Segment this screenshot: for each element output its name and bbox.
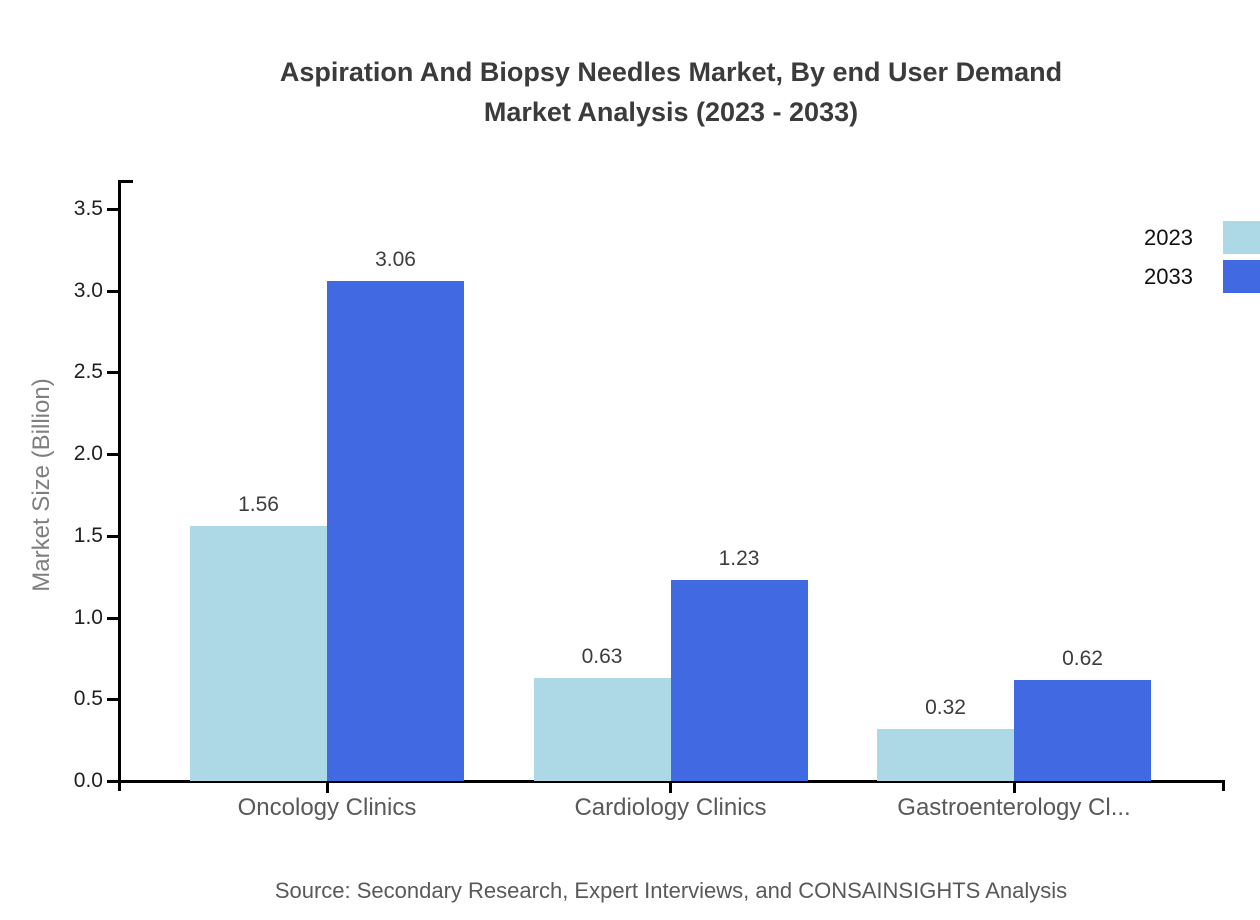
y-tick	[107, 289, 119, 293]
chart-title-line-2: Market Analysis (2023 - 2033)	[483, 97, 859, 127]
y-tick	[107, 208, 119, 211]
x-category-label: Cardiology Clinics	[574, 794, 767, 821]
bar-2023-1	[533, 678, 671, 781]
legend-swatch-2033	[1223, 260, 1260, 293]
y-tick	[107, 780, 119, 783]
bar-value-label: 1.23	[718, 546, 760, 570]
x-tick	[1012, 783, 1016, 793]
legend-label-2023: 2023	[1144, 225, 1193, 250]
x-tick	[325, 783, 329, 793]
y-axis-spine	[118, 180, 121, 791]
chart-title-line-1: Aspiration And Biopsy Needles Market, By…	[279, 57, 1063, 87]
bar-value-label: 1.56	[238, 493, 279, 517]
bar-value-label: 0.62	[1062, 646, 1103, 670]
x-tick	[669, 783, 672, 793]
bar-value-label: 0.32	[925, 695, 966, 719]
y-axis-title: Market Size (Billion)	[28, 378, 55, 592]
bar-value-label: 0.63	[581, 645, 623, 669]
x-axis-spine	[118, 780, 1225, 783]
y-tick-label: 3.5	[73, 197, 103, 220]
chart-title: Aspiration And Biopsy Needles Market, By…	[79, 52, 1260, 132]
bar-value-label: 3.06	[375, 247, 416, 271]
x-category-label: Oncology Clinics	[237, 794, 417, 821]
y-tick	[107, 453, 119, 457]
bar-2023-0	[190, 526, 327, 781]
x-axis-end-tick	[1222, 780, 1225, 791]
y-tick-label: 2.0	[73, 442, 103, 466]
legend-label-2033: 2033	[1144, 264, 1193, 289]
legend-swatch-2023	[1223, 221, 1260, 254]
y-tick-label: 0.5	[73, 687, 103, 711]
y-tick-label: 1.0	[73, 605, 103, 629]
bar-2033-1	[670, 579, 808, 781]
y-tick	[107, 371, 119, 375]
y-tick	[107, 534, 119, 538]
x-category-label: Gastroenterology Cl...	[897, 794, 1131, 821]
y-tick-label: 3.0	[73, 278, 103, 302]
y-tick	[107, 616, 119, 620]
y-tick-label: 2.5	[73, 360, 103, 384]
bar-2033-2	[1014, 679, 1151, 781]
bar-2033-0	[327, 280, 464, 781]
y-tick-label: 1.5	[73, 523, 103, 547]
source-attribution: Source: Secondary Research, Expert Inter…	[274, 878, 1068, 903]
bar-2023-2	[877, 728, 1014, 781]
y-tick-label: 0.0	[73, 769, 103, 792]
y-axis-end-cap	[118, 180, 133, 183]
y-tick	[107, 698, 119, 702]
